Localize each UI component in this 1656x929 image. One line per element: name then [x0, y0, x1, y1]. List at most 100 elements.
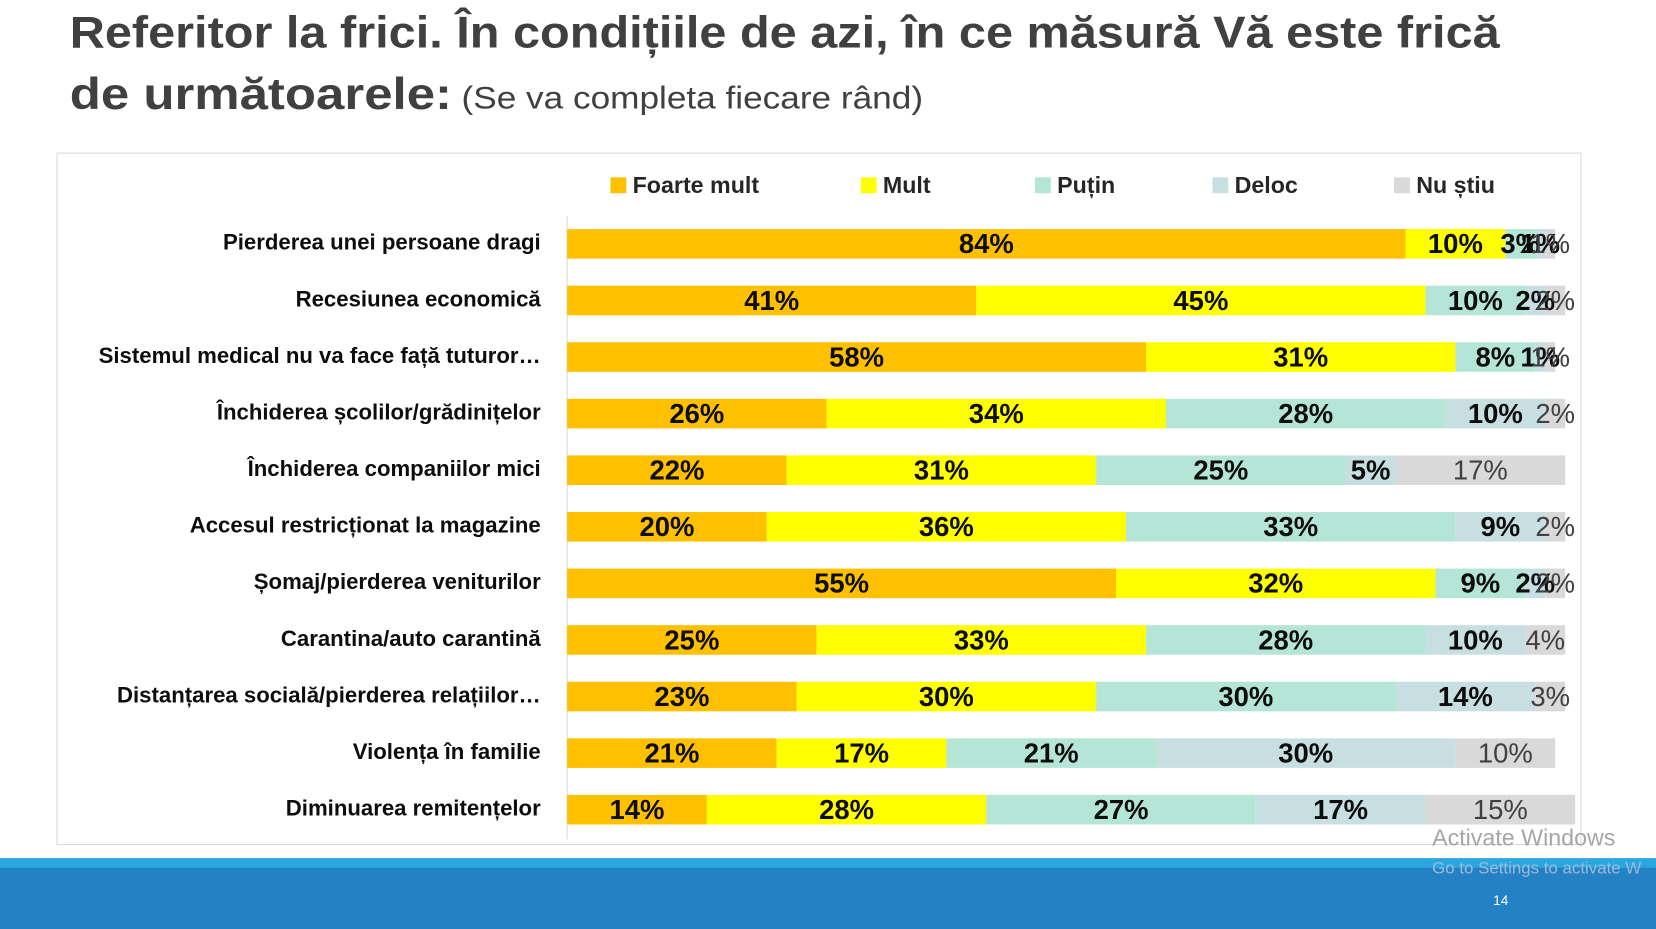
data-label: 30% [1278, 737, 1333, 768]
data-label: 5% [1351, 455, 1391, 486]
legend-swatch [1035, 177, 1051, 194]
data-label: 2% [1535, 285, 1575, 316]
watermark-title: Activate Windows [1432, 824, 1615, 850]
bar-segment [567, 738, 777, 768]
slide-subtitle: (Se va completa fiecare rând) [462, 80, 924, 116]
bar-segment [796, 681, 1097, 712]
bar-segment [1545, 342, 1556, 372]
data-label: 27% [1094, 794, 1149, 825]
data-label: 31% [1273, 341, 1328, 372]
bar-segment [1425, 794, 1576, 825]
y-tick-label: Diminuarea remitențelor [286, 796, 541, 821]
data-label: 9% [1461, 568, 1501, 599]
bar-segment [1535, 229, 1546, 259]
bar-segment [1145, 625, 1426, 655]
bar-segment [1395, 681, 1536, 712]
data-label: 2% [1535, 568, 1575, 599]
bar-segment [706, 794, 987, 825]
data-label: 1% [1530, 341, 1570, 372]
data-label: 20% [639, 511, 694, 542]
data-label: 10% [1448, 624, 1503, 655]
bar-segment [1405, 229, 1506, 259]
legend-label: Puțin [1057, 172, 1115, 199]
data-label: 3% [1500, 228, 1540, 259]
bar-segment [1435, 568, 1526, 599]
data-label: 21% [644, 737, 699, 768]
y-tick-label: Închiderea companiilor mici [247, 456, 541, 481]
bar-segment [1395, 455, 1566, 485]
bar-segment [567, 455, 787, 485]
data-label: 10% [1448, 285, 1503, 316]
bar-segment [766, 512, 1127, 542]
data-label: 4% [1525, 624, 1565, 655]
bar-segment [1116, 568, 1436, 599]
legend-label: Deloc [1235, 172, 1298, 198]
watermark-subtitle: Go to Settings to activate W [1432, 858, 1641, 877]
bar-segment [1445, 398, 1546, 429]
bar-segment [567, 285, 977, 316]
data-label: 32% [1248, 568, 1303, 599]
bar-segment [946, 738, 1156, 768]
data-label: 15% [1473, 794, 1528, 825]
y-tick-label: Șomaj/pierderea veniturilor [254, 569, 541, 594]
bar-segment [1425, 285, 1526, 316]
bar-segment [816, 625, 1146, 655]
bar-segment [1145, 342, 1456, 372]
data-label: 33% [954, 624, 1009, 655]
slide-title: Referitor la frici. În condițiile de azi… [70, 8, 1500, 58]
bar-segment [1455, 738, 1556, 768]
data-label: 17% [834, 737, 889, 768]
y-tick-label: Pierderea unei persoane dragi [223, 230, 541, 255]
bar-segment [567, 512, 767, 542]
data-label: 33% [1263, 511, 1318, 542]
bar-segment [1545, 285, 1566, 316]
data-label: 28% [819, 794, 874, 825]
bar-segment [786, 455, 1097, 485]
legend-label: Nu știu [1416, 172, 1495, 199]
data-label: 36% [919, 511, 974, 542]
data-label: 41% [744, 285, 799, 316]
data-label: 58% [829, 341, 884, 372]
bar-segment [1545, 229, 1556, 259]
bar-segment [567, 398, 827, 429]
bar-segment [1545, 568, 1566, 599]
bar-segment [1525, 568, 1546, 599]
data-label: 9% [1480, 511, 1520, 542]
data-label: 14% [1438, 681, 1493, 712]
bar-segment [1155, 738, 1456, 768]
bar-segment [1126, 512, 1456, 542]
data-label: 17% [1313, 794, 1368, 825]
y-tick-label: Accesul restricționat la magazine [190, 513, 541, 538]
data-label: 28% [1278, 398, 1333, 429]
y-tick-label: Violența în familie [353, 739, 541, 764]
bar-segment [1535, 342, 1546, 372]
bar-segment [986, 794, 1256, 825]
bar-segment [567, 342, 1146, 372]
bar-segment [567, 681, 797, 712]
legend-label: Mult [883, 172, 931, 198]
data-label: 26% [669, 398, 724, 429]
data-label: 10% [1478, 737, 1533, 768]
bar-segment [1525, 625, 1566, 655]
bar-segment [567, 625, 817, 655]
bar-segment [1096, 455, 1346, 485]
y-tick-label: Recesiunea economică [296, 286, 542, 311]
data-label: 2% [1535, 398, 1575, 429]
legend-swatch [1394, 177, 1410, 194]
chart: Foarte mult Mult Puțin Deloc Nu știu Pierdere… [99, 172, 1576, 840]
slide-title: de următoarele: [70, 70, 452, 119]
bar-segment [1255, 794, 1426, 825]
legend-swatch [610, 177, 627, 194]
data-label: 34% [969, 398, 1024, 429]
bar-segment [1455, 342, 1536, 372]
data-label: 30% [919, 681, 974, 712]
data-label: 1% [1520, 341, 1560, 372]
data-label: 23% [654, 681, 709, 712]
bar-segment [776, 738, 947, 768]
data-label: 31% [914, 455, 969, 486]
bar-segment [1535, 681, 1566, 712]
data-label: 22% [649, 455, 704, 486]
y-tick-label: Carantina/auto carantină [281, 626, 542, 651]
data-label: 8% [1475, 341, 1515, 372]
